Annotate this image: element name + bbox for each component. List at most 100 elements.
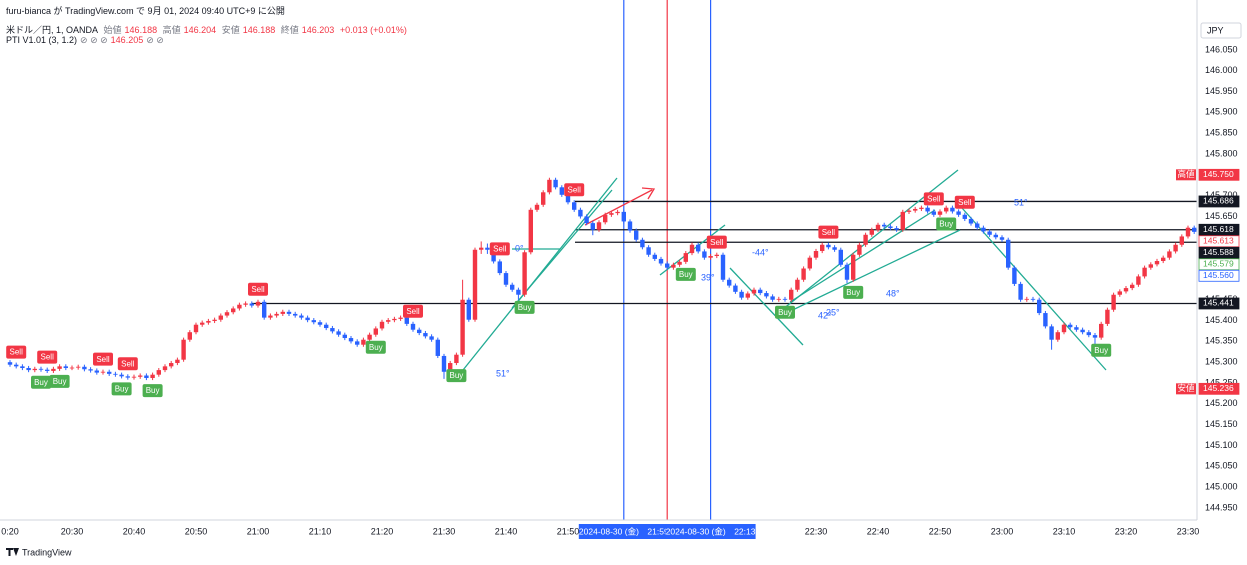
candle-body: [392, 318, 397, 321]
signal-badge: [818, 225, 839, 239]
signal-badge: [843, 285, 864, 299]
date-label: 2024-08-30 (金) 21:59: [579, 526, 669, 536]
signal-label: Buy: [450, 371, 464, 380]
candle-body: [410, 323, 416, 330]
candle-body: [398, 317, 403, 319]
price-badge: [1198, 258, 1240, 271]
candle-body: [1154, 261, 1160, 265]
candle-body: [212, 319, 217, 321]
candle-body: [330, 328, 335, 332]
candle-body: [689, 244, 695, 254]
candle-body: [603, 214, 608, 223]
x-tick-label: 22:40: [867, 526, 890, 536]
candle-body: [94, 370, 99, 373]
x-tick-label: 21:20: [371, 526, 394, 536]
y-tick-label: 145.150: [1205, 419, 1238, 429]
vlines: [623, 0, 712, 520]
candle-body: [280, 311, 285, 314]
signal-label: Buy: [115, 385, 129, 394]
candle-body: [857, 244, 862, 255]
x-tick-label: 22:50: [929, 526, 952, 536]
price-label: 145.236: [1203, 383, 1234, 393]
candle-body: [193, 324, 199, 333]
x-tick-label: 21:30: [433, 526, 456, 536]
candle-body: [1043, 313, 1048, 327]
price-badge: [1198, 235, 1240, 248]
y-tick-label: 145.800: [1205, 148, 1238, 158]
date-label: 2024-08-30 (金) 22:13: [666, 526, 756, 536]
signal-label: Sell: [406, 307, 420, 316]
signal-label: Buy: [518, 303, 532, 312]
candle-body: [832, 247, 837, 250]
candle-body: [100, 371, 106, 373]
y-tick-label: 144.950: [1205, 502, 1238, 512]
candle-body: [510, 284, 515, 290]
candle-body: [1105, 309, 1110, 324]
candle-body: [596, 222, 602, 230]
candle-body: [751, 289, 757, 294]
candle-body: [547, 179, 552, 193]
candle-body: [820, 244, 825, 252]
signal-label: Buy: [679, 270, 693, 279]
signal-badge: [248, 282, 268, 296]
candle-body: [175, 359, 180, 364]
candle-body: [931, 211, 936, 215]
signal-badge: [117, 357, 138, 371]
candle-body: [181, 339, 186, 360]
price-label: 145.750: [1203, 169, 1234, 179]
candle-body: [200, 322, 205, 325]
candle-body: [590, 223, 595, 230]
indicator: PTI V1.01 (3, 1.2) ⊘ ⊘ ⊘ 146.205 ⊘ ⊘: [6, 35, 167, 46]
candle-body: [565, 194, 571, 203]
price-label: 145.560: [1203, 270, 1234, 280]
x-tick-label: 20:30: [61, 526, 84, 536]
field-label: 始値: [103, 25, 122, 35]
candle-body: [26, 368, 31, 371]
candle-body: [156, 370, 161, 375]
candle-body: [844, 264, 850, 280]
field-label: 終値: [280, 25, 299, 35]
candle-body: [993, 234, 998, 238]
candle-body: [733, 285, 738, 292]
currency-box: [1200, 22, 1242, 39]
date-badge: [578, 524, 669, 539]
signal-label: Sell: [710, 238, 724, 247]
candle-body: [826, 244, 831, 248]
signals: Sell Sell Sell Sell Sell Sell Sell Sell Sell Sell…: [6, 183, 1112, 398]
candle-body: [1018, 283, 1023, 300]
candle-body: [144, 375, 149, 379]
candle-body: [919, 207, 924, 209]
price-badge: [1198, 246, 1240, 259]
signal-badge: [1091, 343, 1112, 357]
candle-body: [355, 341, 360, 345]
currency: JPY: [1207, 25, 1224, 35]
candle-body: [1055, 332, 1060, 340]
candle-body: [113, 373, 118, 375]
published: furu-bianca が TradingView.com で 9月 01, 2…: [6, 6, 285, 16]
candle-body: [1024, 298, 1029, 300]
price-label: 145.618: [1203, 224, 1234, 234]
candle-body: [882, 224, 887, 227]
y-tick-label: 145.650: [1205, 211, 1238, 221]
price-badge: [1198, 382, 1240, 395]
candle-body: [150, 374, 155, 379]
x-tick-label: 23:10: [1053, 526, 1076, 536]
logo: TradingView: [22, 547, 72, 557]
candle-body: [894, 228, 899, 230]
candle-body: [255, 301, 261, 306]
candle-body: [1167, 251, 1172, 258]
candle-body: [286, 311, 292, 314]
candle-body: [1061, 324, 1067, 333]
candle-body: [758, 289, 763, 294]
candle-body: [1099, 323, 1104, 338]
candle-body: [45, 369, 50, 371]
candle-body: [869, 229, 874, 235]
candle-body: [720, 254, 726, 280]
candle-body: [38, 368, 44, 370]
candle-body: [417, 329, 422, 334]
price-tag: 安値: [1177, 383, 1195, 393]
signal-badge: [564, 183, 585, 197]
candle-body: [7, 362, 13, 365]
candle-body: [63, 366, 68, 369]
